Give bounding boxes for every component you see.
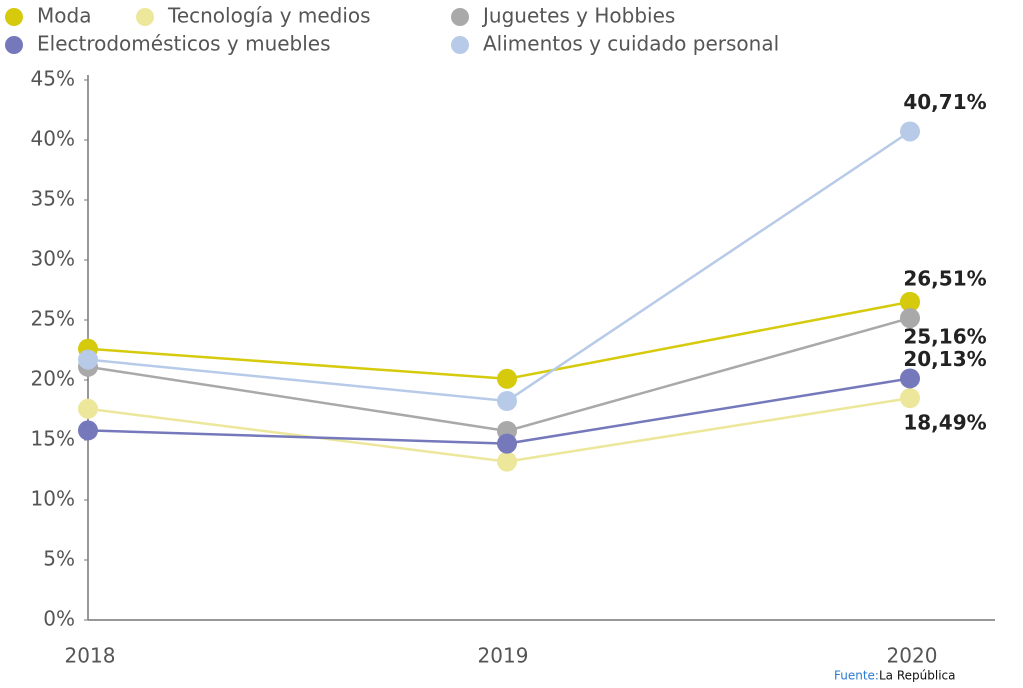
point: [497, 451, 517, 472]
x-tick-label: 2018: [65, 644, 116, 668]
x-tick-label: 2020: [887, 644, 938, 668]
point: [900, 368, 920, 389]
value-label: 26,51%: [903, 266, 986, 290]
series-line: [87, 300, 911, 381]
value-label: 25,16%: [903, 325, 986, 349]
point: [900, 121, 920, 142]
point: [497, 368, 517, 389]
source-label: Fuente:: [834, 669, 879, 683]
source-text: La República: [879, 669, 956, 683]
value-label: 20,13%: [903, 347, 986, 371]
point: [78, 420, 98, 441]
y-tick-label: 45%: [31, 67, 75, 91]
point: [900, 308, 920, 329]
x-tick-label: 2019: [478, 644, 529, 668]
series-line: [87, 130, 911, 403]
legend-swatch: [5, 8, 23, 26]
point: [78, 398, 98, 419]
y-tick-label: 30%: [31, 247, 75, 271]
y-tick-label: 20%: [31, 367, 75, 391]
legend-label: Alimentos y cuidado personal: [483, 32, 779, 56]
legend-label: Electrodomésticos y muebles: [37, 32, 331, 56]
value-label: 40,71%: [903, 90, 986, 114]
point: [900, 291, 920, 312]
legend-swatch: [136, 8, 154, 26]
legend-label: Tecnología y medios: [167, 4, 371, 28]
point: [497, 433, 517, 454]
point: [497, 391, 517, 411]
y-tick-label: 0%: [43, 607, 75, 631]
y-tick-label: 25%: [31, 307, 75, 331]
legend-swatch: [451, 8, 469, 26]
y-tick-label: 35%: [31, 187, 75, 211]
y-tick-label: 10%: [31, 487, 75, 511]
legend-swatch: [5, 36, 23, 54]
y-tick-label: 40%: [31, 127, 75, 151]
y-tick-label: 5%: [43, 547, 75, 571]
legend-label: Juguetes y Hobbies: [481, 4, 675, 28]
legend-label: Moda: [37, 4, 91, 28]
legend-swatch: [451, 36, 469, 54]
point: [78, 349, 98, 370]
y-tick-label: 15%: [31, 427, 75, 451]
point: [900, 388, 920, 409]
value-label: 18,49%: [903, 411, 986, 435]
